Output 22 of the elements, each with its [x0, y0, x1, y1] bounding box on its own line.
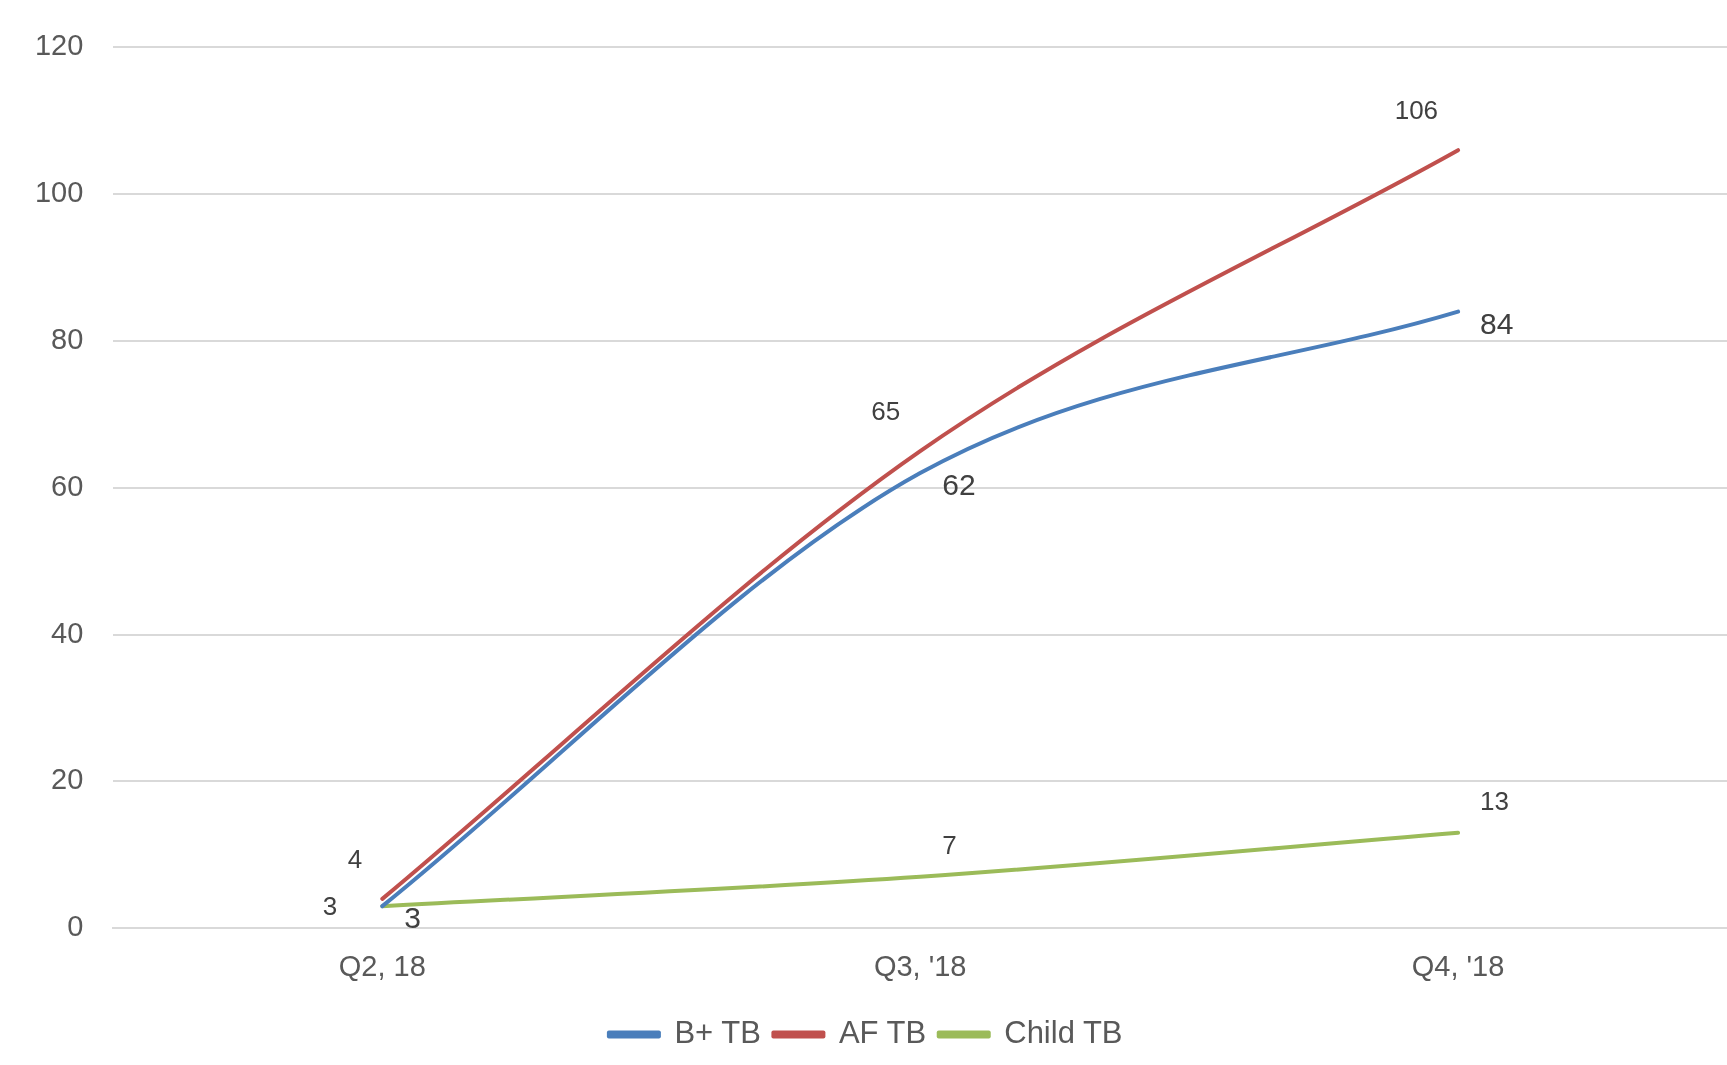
data-label: 3	[322, 891, 338, 922]
data-label: 84	[1480, 306, 1514, 340]
y-tick-label: 80	[51, 323, 84, 355]
y-tick-label: 60	[51, 469, 84, 502]
data-label: 4	[347, 844, 363, 875]
data-label: 62	[942, 468, 976, 502]
data-label: 65	[871, 396, 901, 427]
y-tick-label: 0	[67, 910, 84, 943]
y-tick-label: 20	[51, 763, 84, 796]
x-tick-label: Q4, '18	[1411, 949, 1505, 982]
data-label: 106	[1394, 95, 1439, 126]
legend-label: B+ TB	[674, 1015, 761, 1051]
y-tick-label: 100	[34, 176, 84, 209]
data-label: 3	[404, 901, 422, 935]
x-tick-label: Q2, 18	[338, 949, 426, 982]
y-tick-label: 120	[34, 29, 84, 62]
data-label: 13	[1480, 785, 1509, 816]
legend-label: AF TB	[838, 1015, 927, 1051]
legend-label: Child TB	[1004, 1015, 1123, 1051]
y-tick-label: 40	[51, 616, 84, 649]
x-tick-label: Q3, '18	[873, 949, 967, 982]
data-label: 7	[942, 829, 957, 860]
